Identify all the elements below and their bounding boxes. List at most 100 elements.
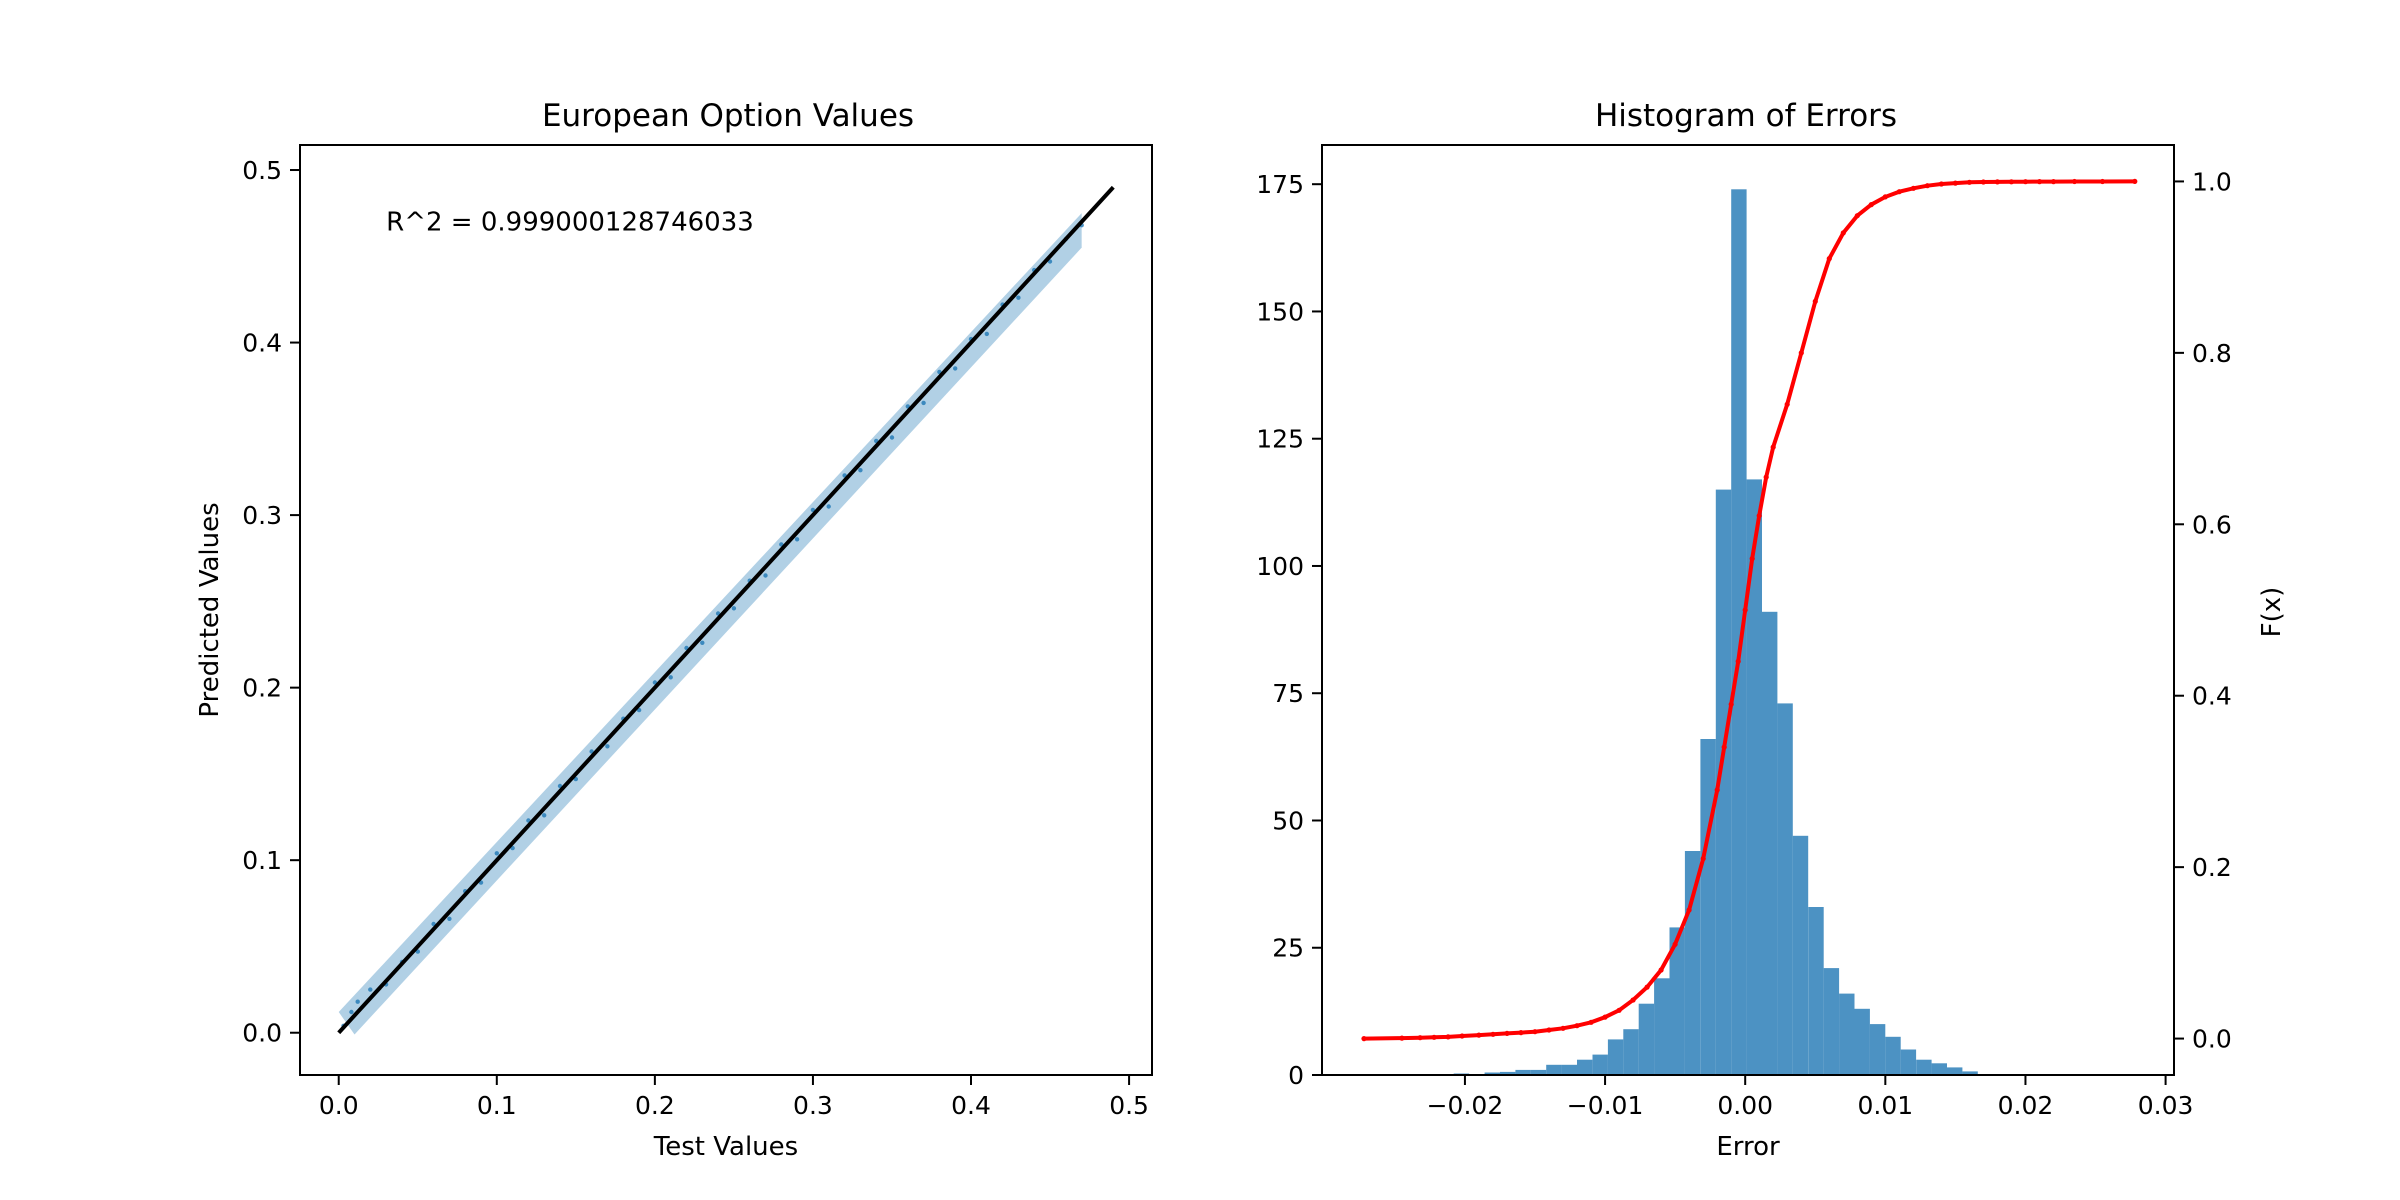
histogram-bar [1530,1069,1547,1075]
y-tick-label: 0.3 [242,501,282,530]
histogram-bar [1515,1069,1531,1075]
y-tick-label: 0.5 [242,156,282,185]
cdf-point [1602,1014,1608,1020]
cdf-point [1616,1007,1622,1013]
cdf-point [1980,179,1986,185]
x-tick-label: 0.1 [477,1091,517,1120]
y-tick-label: 175 [1256,170,1304,199]
y-tick-label: 0 [1288,1061,1304,1090]
cdf-point [1952,180,1958,186]
cdf-point [1560,1025,1566,1031]
y-tick-label: 0.4 [242,329,282,358]
histogram-panel: Histogram of Errors −0.02 −0.01 0.00 0.01 0.… [1256,98,2287,1162]
x-tick-label: −0.01 [1567,1091,1644,1120]
scatter-point [763,573,768,578]
x-tick-label: 0.2 [635,1091,675,1120]
cdf-point [1854,213,1860,219]
right-x-axis-label: Error [1716,1132,1780,1162]
right-x-ticks: −0.02 −0.01 0.00 0.01 0.02 0.03 [1427,1075,2194,1120]
secondary-y-tick-label: 0.6 [2192,510,2232,539]
cdf-point [1910,185,1916,191]
histogram-bar [1900,1049,1917,1075]
scatter-point [889,435,895,440]
secondary-y-tick-label: 0.0 [2192,1025,2232,1054]
y-tick-label: 125 [1256,425,1304,454]
cdf-point [1399,1035,1405,1041]
histogram-bar [1561,1064,1577,1075]
right-secondary-y-axis-label: F(x) [2257,587,2287,638]
cdf-point [1431,1034,1437,1040]
x-tick-label: 0.03 [2138,1091,2194,1120]
cdf-point [1728,701,1734,707]
histogram-bar [1592,1054,1608,1075]
histogram-bar [1947,1067,1963,1075]
cdf-point [2022,179,2029,185]
cdf-point [1742,607,1748,613]
scatter-point [368,987,373,992]
histogram-bar [1484,1072,1500,1075]
cdf-point [1476,1032,1482,1038]
r-squared-annotation: R^2 = 0.999000128746033 [386,207,754,237]
histogram-bar [1916,1059,1932,1075]
secondary-y-tick-label: 1.0 [2192,167,2232,196]
histogram-bar [1500,1071,1516,1075]
x-tick-label: 0.01 [1857,1091,1913,1120]
cdf-point [1896,189,1902,195]
histogram-bar [1746,479,1762,1075]
left-x-ticks: 0.0 0.1 0.2 0.3 0.4 0.5 [319,1075,1149,1120]
cdf-point [1672,941,1678,947]
cdf-point [1490,1031,1496,1037]
histogram-bar [1869,1024,1886,1075]
x-tick-label: 0.3 [793,1091,833,1120]
histogram-bar [1577,1059,1593,1075]
left-axes-frame [299,144,1153,1076]
histogram-bar [1931,1063,1947,1075]
cdf-point [1644,984,1650,990]
left-chart-title: European Option Values [542,98,914,134]
histogram-bar [1885,1036,1901,1075]
cdf-point [1924,183,1930,189]
cdf-point [1938,181,1944,187]
scatter-point [953,366,958,371]
histogram-bar [1669,927,1685,1075]
scatter-point [731,606,737,611]
y-tick-label: 0.2 [242,674,282,703]
y-tick-label: 75 [1272,679,1304,708]
scatter-panel: European Option Values 0.0 0.1 0.2 0.3 0.4 0.… [195,98,1153,1162]
cdf-point [1882,194,1888,200]
right-y-ticks: 0 25 50 75 100 125 150 175 [1256,170,1322,1090]
histogram-bar [1962,1071,1978,1075]
cdf-point [1840,230,1846,236]
right-secondary-y-ticks: 0.0 0.2 0.4 0.6 0.8 1.0 [2174,167,2232,1054]
cdf-point [1445,1034,1451,1040]
cdf-point [1763,474,1769,480]
scatter-point [542,813,547,818]
x-tick-label: −0.02 [1427,1091,1504,1120]
y-tick-label: 50 [1272,806,1304,835]
scatter-point [349,1009,354,1015]
fit-line [337,185,1115,1035]
cdf-point [1721,744,1727,750]
left-x-axis-label: Test Values [653,1132,798,1162]
secondary-y-tick-label: 0.2 [2192,853,2232,882]
x-tick-label: 0.02 [1998,1091,2054,1120]
cdf-point [1588,1019,1594,1025]
histogram-bar [1808,907,1824,1075]
scatter-point [794,537,800,542]
histogram-bar [1715,489,1732,1076]
cdf-point [1770,444,1776,450]
secondary-y-tick-label: 0.4 [2192,682,2232,711]
x-tick-label: 0.0 [319,1091,359,1120]
cdf-point [1735,658,1741,665]
y-tick-label: 0.0 [242,1019,282,1048]
cdf-point [1574,1023,1580,1029]
scatter-point [447,916,452,921]
histogram-bar [1792,835,1809,1075]
histogram-bar [1839,993,1855,1075]
cdf-point [1868,202,1874,208]
cdf-point [2008,179,2014,185]
scatter-point [921,400,926,406]
histogram-bar [1731,189,1747,1076]
cdf-point [1504,1030,1510,1036]
